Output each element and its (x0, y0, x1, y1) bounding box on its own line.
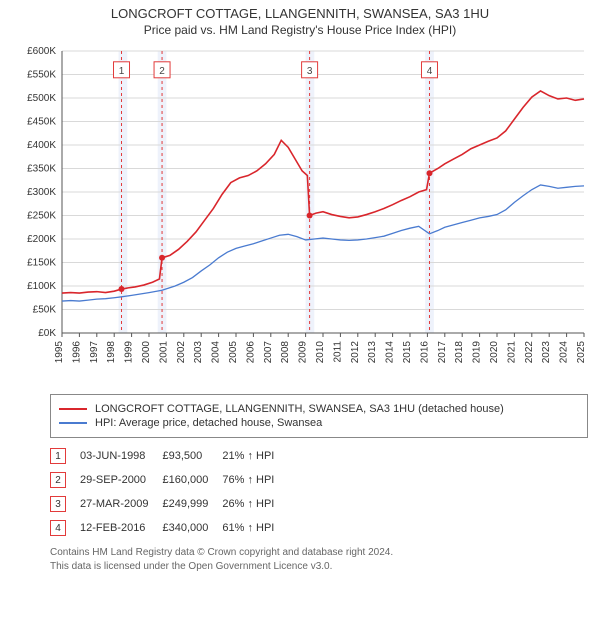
svg-text:£450K: £450K (27, 117, 56, 128)
svg-text:2012: 2012 (350, 341, 361, 364)
svg-text:£400K: £400K (27, 140, 56, 151)
footnote-line-1: Contains HM Land Registry data © Crown c… (50, 546, 588, 560)
legend-label: HPI: Average price, detached house, Swan… (95, 417, 322, 429)
svg-text:2022: 2022 (524, 341, 535, 364)
svg-text:2001: 2001 (158, 341, 169, 364)
svg-text:2006: 2006 (245, 341, 256, 364)
svg-text:2004: 2004 (211, 341, 222, 364)
event-date: 12-FEB-2016 (80, 516, 162, 540)
svg-text:1: 1 (119, 66, 125, 77)
footnote-line-2: This data is licensed under the Open Gov… (50, 560, 588, 574)
svg-text:£600K: £600K (27, 46, 56, 57)
svg-text:2: 2 (159, 66, 165, 77)
svg-text:2021: 2021 (506, 341, 517, 364)
svg-text:1996: 1996 (71, 341, 82, 364)
title-line-1: LONGCROFT COTTAGE, LLANGENNITH, SWANSEA,… (0, 6, 600, 21)
event-pct-vs-hpi: 26% ↑ HPI (222, 492, 288, 516)
svg-text:2024: 2024 (559, 341, 570, 364)
svg-text:£350K: £350K (27, 164, 56, 175)
event-date: 29-SEP-2000 (80, 468, 162, 492)
svg-text:2025: 2025 (576, 341, 587, 364)
event-marker-icon: 3 (50, 496, 66, 512)
svg-text:1995: 1995 (54, 341, 65, 364)
legend-item: LONGCROFT COTTAGE, LLANGENNITH, SWANSEA,… (59, 403, 579, 415)
svg-text:£200K: £200K (27, 234, 56, 245)
svg-text:2011: 2011 (332, 341, 343, 363)
footnote: Contains HM Land Registry data © Crown c… (50, 546, 588, 573)
svg-text:£0K: £0K (38, 328, 56, 339)
svg-text:2005: 2005 (228, 341, 239, 364)
event-price: £93,500 (162, 444, 222, 468)
svg-text:2002: 2002 (176, 341, 187, 364)
svg-text:£150K: £150K (27, 258, 56, 269)
event-marker-cell: 4 (50, 516, 80, 540)
event-row: 2 29-SEP-2000£160,00076% ↑ HPI (50, 468, 288, 492)
svg-text:2019: 2019 (472, 341, 483, 364)
svg-text:2007: 2007 (263, 341, 274, 364)
event-row: 4 12-FEB-2016£340,00061% ↑ HPI (50, 516, 288, 540)
svg-text:2009: 2009 (298, 341, 309, 364)
event-date: 03-JUN-1998 (80, 444, 162, 468)
event-marker-cell: 3 (50, 492, 80, 516)
svg-text:2017: 2017 (437, 341, 448, 364)
event-marker-icon: 2 (50, 472, 66, 488)
event-marker-cell: 1 (50, 444, 80, 468)
event-marker-icon: 4 (50, 520, 66, 536)
svg-text:1999: 1999 (124, 341, 135, 364)
svg-text:3: 3 (307, 66, 313, 77)
event-price: £249,999 (162, 492, 222, 516)
event-pct-vs-hpi: 21% ↑ HPI (222, 444, 288, 468)
svg-text:2018: 2018 (454, 341, 465, 364)
event-row: 3 27-MAR-2009£249,99926% ↑ HPI (50, 492, 288, 516)
svg-text:£250K: £250K (27, 211, 56, 222)
legend-swatch (59, 408, 87, 410)
chart-container: £0K £50K £100K £150K £200K £250K £300K £350K £40… (12, 43, 588, 388)
event-price: £160,000 (162, 468, 222, 492)
events-table: 1 03-JUN-1998£93,50021% ↑ HPI 2 29-SEP-2000… (50, 444, 588, 540)
svg-text:£50K: £50K (33, 305, 57, 316)
svg-text:2010: 2010 (315, 341, 326, 364)
svg-text:2023: 2023 (541, 341, 552, 364)
line-chart: £0K £50K £100K £150K £200K £250K £300K £350K £40… (12, 43, 588, 383)
title-line-2: Price paid vs. HM Land Registry's House … (0, 23, 600, 37)
svg-text:£100K: £100K (27, 281, 56, 292)
svg-text:2000: 2000 (141, 341, 152, 364)
chart-titles: LONGCROFT COTTAGE, LLANGENNITH, SWANSEA,… (0, 0, 600, 37)
svg-text:2020: 2020 (489, 341, 500, 364)
svg-text:2013: 2013 (367, 341, 378, 364)
svg-text:1997: 1997 (89, 341, 100, 364)
legend-item: HPI: Average price, detached house, Swan… (59, 417, 579, 429)
event-marker-icon: 1 (50, 448, 66, 464)
svg-text:2014: 2014 (385, 341, 396, 364)
svg-text:2015: 2015 (402, 341, 413, 364)
svg-text:4: 4 (427, 66, 433, 77)
svg-text:2016: 2016 (419, 341, 430, 364)
svg-text:£500K: £500K (27, 93, 56, 104)
event-price: £340,000 (162, 516, 222, 540)
svg-text:2003: 2003 (193, 341, 204, 364)
event-pct-vs-hpi: 61% ↑ HPI (222, 516, 288, 540)
svg-text:1998: 1998 (106, 341, 117, 364)
event-date: 27-MAR-2009 (80, 492, 162, 516)
legend-label: LONGCROFT COTTAGE, LLANGENNITH, SWANSEA,… (95, 403, 504, 415)
svg-text:£300K: £300K (27, 187, 56, 198)
legend-swatch (59, 422, 87, 424)
event-row: 1 03-JUN-1998£93,50021% ↑ HPI (50, 444, 288, 468)
svg-text:£550K: £550K (27, 70, 56, 81)
svg-text:2008: 2008 (280, 341, 291, 364)
event-marker-cell: 2 (50, 468, 80, 492)
legend: LONGCROFT COTTAGE, LLANGENNITH, SWANSEA,… (50, 394, 588, 438)
event-pct-vs-hpi: 76% ↑ HPI (222, 468, 288, 492)
